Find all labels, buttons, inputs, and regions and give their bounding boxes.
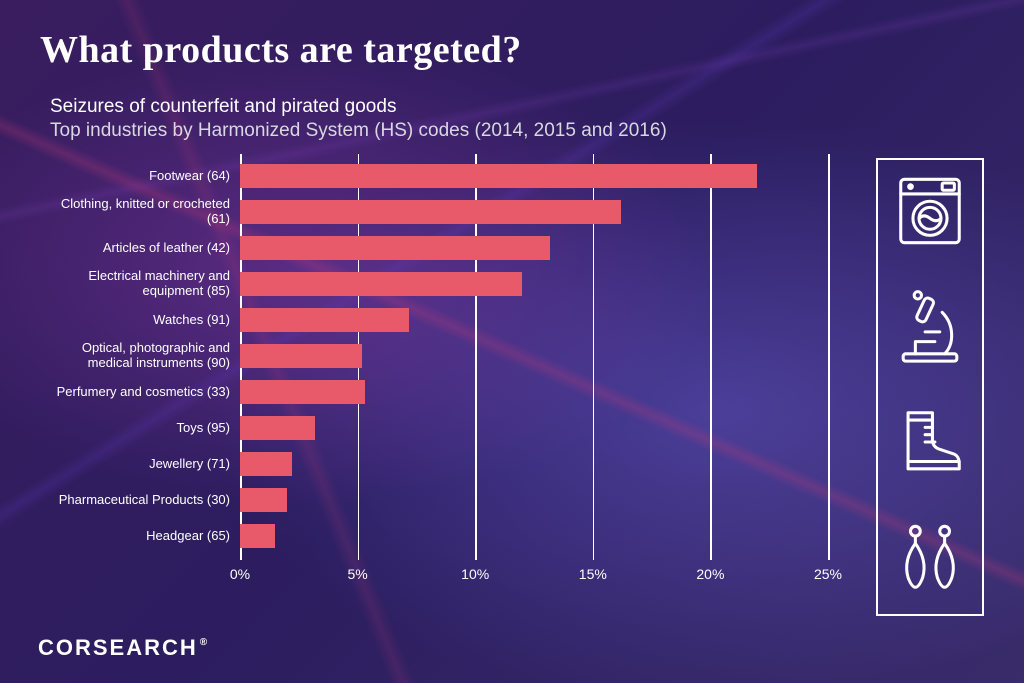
bar — [240, 200, 621, 224]
x-tick: 0% — [230, 566, 250, 582]
chart-container: 0%5%10%15%20%25%Footwear (64)Clothing, k… — [40, 154, 848, 594]
bar-row: Jewellery (71) — [240, 452, 828, 476]
bar — [240, 344, 362, 368]
bar-row: Clothing, knitted or crocheted (61) — [240, 200, 828, 224]
page-title: What products are targeted? — [40, 28, 984, 72]
bar-row: Toys (95) — [240, 416, 828, 440]
bar-row: Articles of leather (42) — [240, 236, 828, 260]
bar-label: Clothing, knitted or crocheted (61) — [45, 197, 240, 227]
bar — [240, 524, 275, 548]
boot-icon — [891, 403, 969, 486]
bar — [240, 236, 550, 260]
subtitle-line-2: Top industries by Harmonized System (HS)… — [50, 120, 984, 142]
subtitle-block: Seizures of counterfeit and pirated good… — [50, 96, 984, 142]
bar-label: Perfumery and cosmetics (33) — [45, 385, 240, 400]
bar — [240, 380, 365, 404]
bar-label: Footwear (64) — [45, 169, 240, 184]
bar — [240, 452, 292, 476]
bar-row: Footwear (64) — [240, 164, 828, 188]
bar-label: Toys (95) — [45, 421, 240, 436]
bar-row: Headgear (65) — [240, 524, 828, 548]
bar-label: Pharmaceutical Products (30) — [45, 493, 240, 508]
bar-row: Perfumery and cosmetics (33) — [240, 380, 828, 404]
bar — [240, 488, 287, 512]
microscope-icon — [891, 288, 969, 371]
brand-registered: ® — [200, 637, 209, 648]
bar-row: Pharmaceutical Products (30) — [240, 488, 828, 512]
brand-logo: CORSEARCH ® — [38, 635, 209, 661]
gridline — [828, 154, 830, 560]
bar — [240, 308, 409, 332]
icon-panel — [876, 158, 984, 616]
bar-row: Watches (91) — [240, 308, 828, 332]
bar-row: Optical, photographic and medical instru… — [240, 344, 828, 368]
washing-machine-icon — [891, 172, 969, 255]
bar-row: Electrical machinery and equipment (85) — [240, 272, 828, 296]
earrings-icon — [891, 519, 969, 602]
bar-label: Optical, photographic and medical instru… — [45, 341, 240, 371]
bar — [240, 416, 315, 440]
x-tick: 15% — [579, 566, 607, 582]
bar-label: Jewellery (71) — [45, 457, 240, 472]
x-tick: 25% — [814, 566, 842, 582]
bar — [240, 164, 757, 188]
bar-label: Headgear (65) — [45, 529, 240, 544]
bar — [240, 272, 522, 296]
x-tick: 5% — [347, 566, 367, 582]
bar-label: Articles of leather (42) — [45, 241, 240, 256]
x-tick: 20% — [696, 566, 724, 582]
brand-text: CORSEARCH — [38, 635, 198, 661]
x-tick: 10% — [461, 566, 489, 582]
subtitle-line-1: Seizures of counterfeit and pirated good… — [50, 96, 984, 118]
bar-label: Electrical machinery and equipment (85) — [45, 269, 240, 299]
bar-label: Watches (91) — [45, 313, 240, 328]
